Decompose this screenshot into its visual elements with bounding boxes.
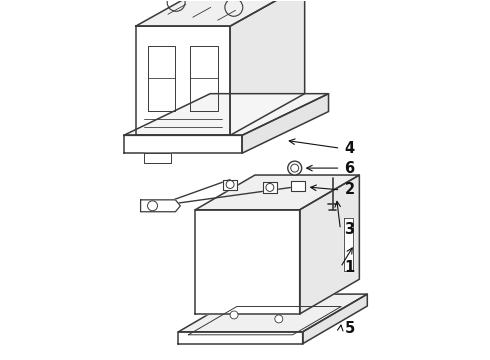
Polygon shape (196, 175, 359, 210)
Polygon shape (263, 183, 277, 193)
Polygon shape (141, 200, 180, 212)
Polygon shape (291, 181, 305, 191)
Circle shape (275, 315, 283, 323)
Circle shape (266, 184, 274, 192)
Polygon shape (136, 0, 305, 26)
Text: 6: 6 (344, 161, 355, 176)
Text: 1: 1 (344, 260, 355, 275)
Polygon shape (196, 210, 300, 314)
Polygon shape (242, 94, 328, 153)
Polygon shape (300, 175, 359, 314)
Circle shape (226, 180, 234, 188)
Polygon shape (230, 0, 305, 135)
Polygon shape (178, 294, 368, 332)
Polygon shape (178, 332, 303, 344)
Circle shape (230, 311, 238, 319)
Text: 4: 4 (344, 141, 355, 156)
Circle shape (147, 201, 157, 211)
Polygon shape (223, 180, 237, 190)
Text: 3: 3 (344, 222, 355, 237)
Circle shape (288, 161, 302, 175)
Polygon shape (123, 94, 328, 135)
Polygon shape (144, 153, 172, 163)
Polygon shape (344, 219, 353, 271)
Text: 2: 2 (344, 183, 355, 197)
Text: 5: 5 (344, 321, 355, 336)
Polygon shape (303, 294, 368, 344)
Polygon shape (123, 135, 242, 153)
Polygon shape (136, 26, 230, 135)
